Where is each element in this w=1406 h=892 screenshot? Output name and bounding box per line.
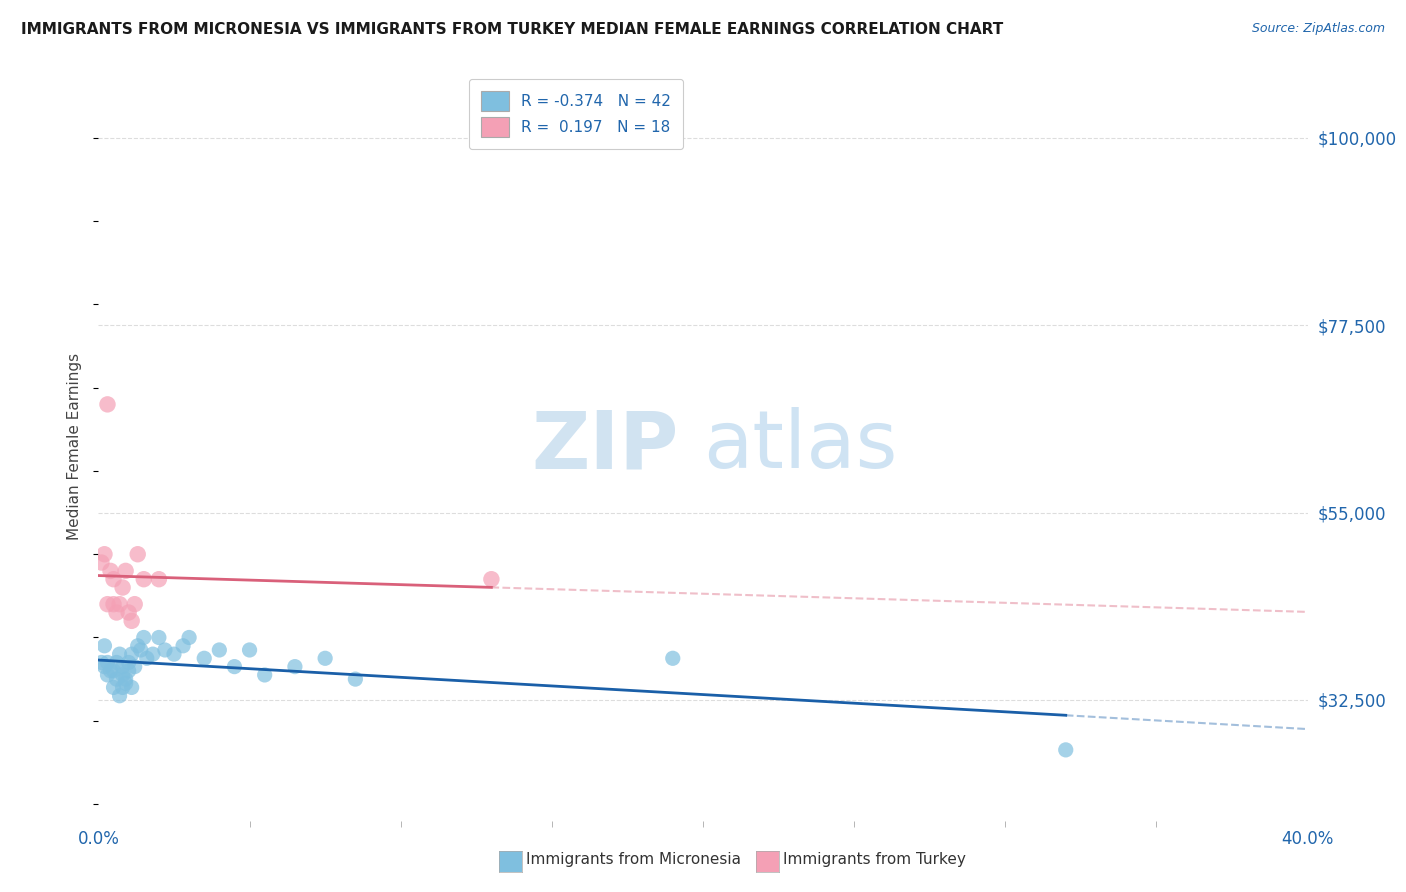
Point: [103, 681, 125, 695]
Point: [96, 656, 118, 670]
Point: [114, 672, 136, 686]
Point: [253, 668, 276, 682]
Point: [314, 651, 336, 665]
Point: [284, 659, 307, 673]
Text: Source: ZipAtlas.com: Source: ZipAtlas.com: [1251, 22, 1385, 36]
Point: [135, 651, 157, 665]
Point: [129, 643, 152, 657]
Point: [108, 647, 131, 661]
Point: [118, 656, 141, 670]
Text: Immigrants from Micronesia: Immigrants from Micronesia: [526, 852, 741, 867]
Point: [121, 681, 143, 695]
Point: [111, 581, 134, 595]
Point: [481, 572, 503, 586]
Text: ZIP: ZIP: [531, 407, 679, 485]
Point: [121, 647, 143, 661]
Point: [93, 659, 115, 673]
Point: [118, 606, 141, 620]
Point: [96, 397, 118, 411]
Point: [96, 668, 118, 682]
Point: [105, 656, 128, 670]
Point: [132, 572, 155, 586]
Text: Immigrants from Turkey: Immigrants from Turkey: [783, 852, 966, 867]
Point: [105, 606, 128, 620]
Point: [111, 681, 134, 695]
Point: [661, 651, 683, 665]
Point: [239, 643, 262, 657]
Point: [111, 659, 134, 673]
Point: [103, 572, 125, 586]
Point: [114, 564, 136, 578]
Point: [90, 556, 112, 570]
Point: [121, 614, 143, 628]
Point: [132, 631, 155, 645]
Point: [148, 631, 170, 645]
Point: [108, 597, 131, 611]
Text: atlas: atlas: [703, 407, 897, 485]
Y-axis label: Median Female Earnings: Median Female Earnings: [67, 352, 83, 540]
Point: [224, 659, 246, 673]
Point: [114, 676, 136, 690]
Point: [208, 643, 231, 657]
Point: [103, 664, 125, 678]
Point: [100, 564, 122, 578]
Point: [93, 639, 115, 653]
Point: [153, 643, 176, 657]
Text: IMMIGRANTS FROM MICRONESIA VS IMMIGRANTS FROM TURKEY MEDIAN FEMALE EARNINGS CORR: IMMIGRANTS FROM MICRONESIA VS IMMIGRANTS…: [21, 22, 1004, 37]
Point: [90, 656, 112, 670]
Point: [148, 572, 170, 586]
Point: [105, 672, 128, 686]
Point: [172, 639, 194, 653]
Legend: R = -0.374   N = 42, R =  0.197   N = 18: R = -0.374 N = 42, R = 0.197 N = 18: [468, 79, 683, 149]
Point: [118, 664, 141, 678]
Point: [124, 597, 146, 611]
Point: [193, 651, 215, 665]
Point: [100, 664, 122, 678]
Point: [163, 647, 186, 661]
Point: [344, 672, 367, 686]
Point: [179, 631, 201, 645]
Point: [108, 689, 131, 703]
Point: [1054, 743, 1077, 757]
Point: [103, 597, 125, 611]
Point: [93, 547, 115, 561]
Point: [127, 547, 149, 561]
Point: [142, 647, 165, 661]
Point: [124, 659, 146, 673]
Point: [96, 597, 118, 611]
Point: [111, 668, 134, 682]
Point: [127, 639, 149, 653]
